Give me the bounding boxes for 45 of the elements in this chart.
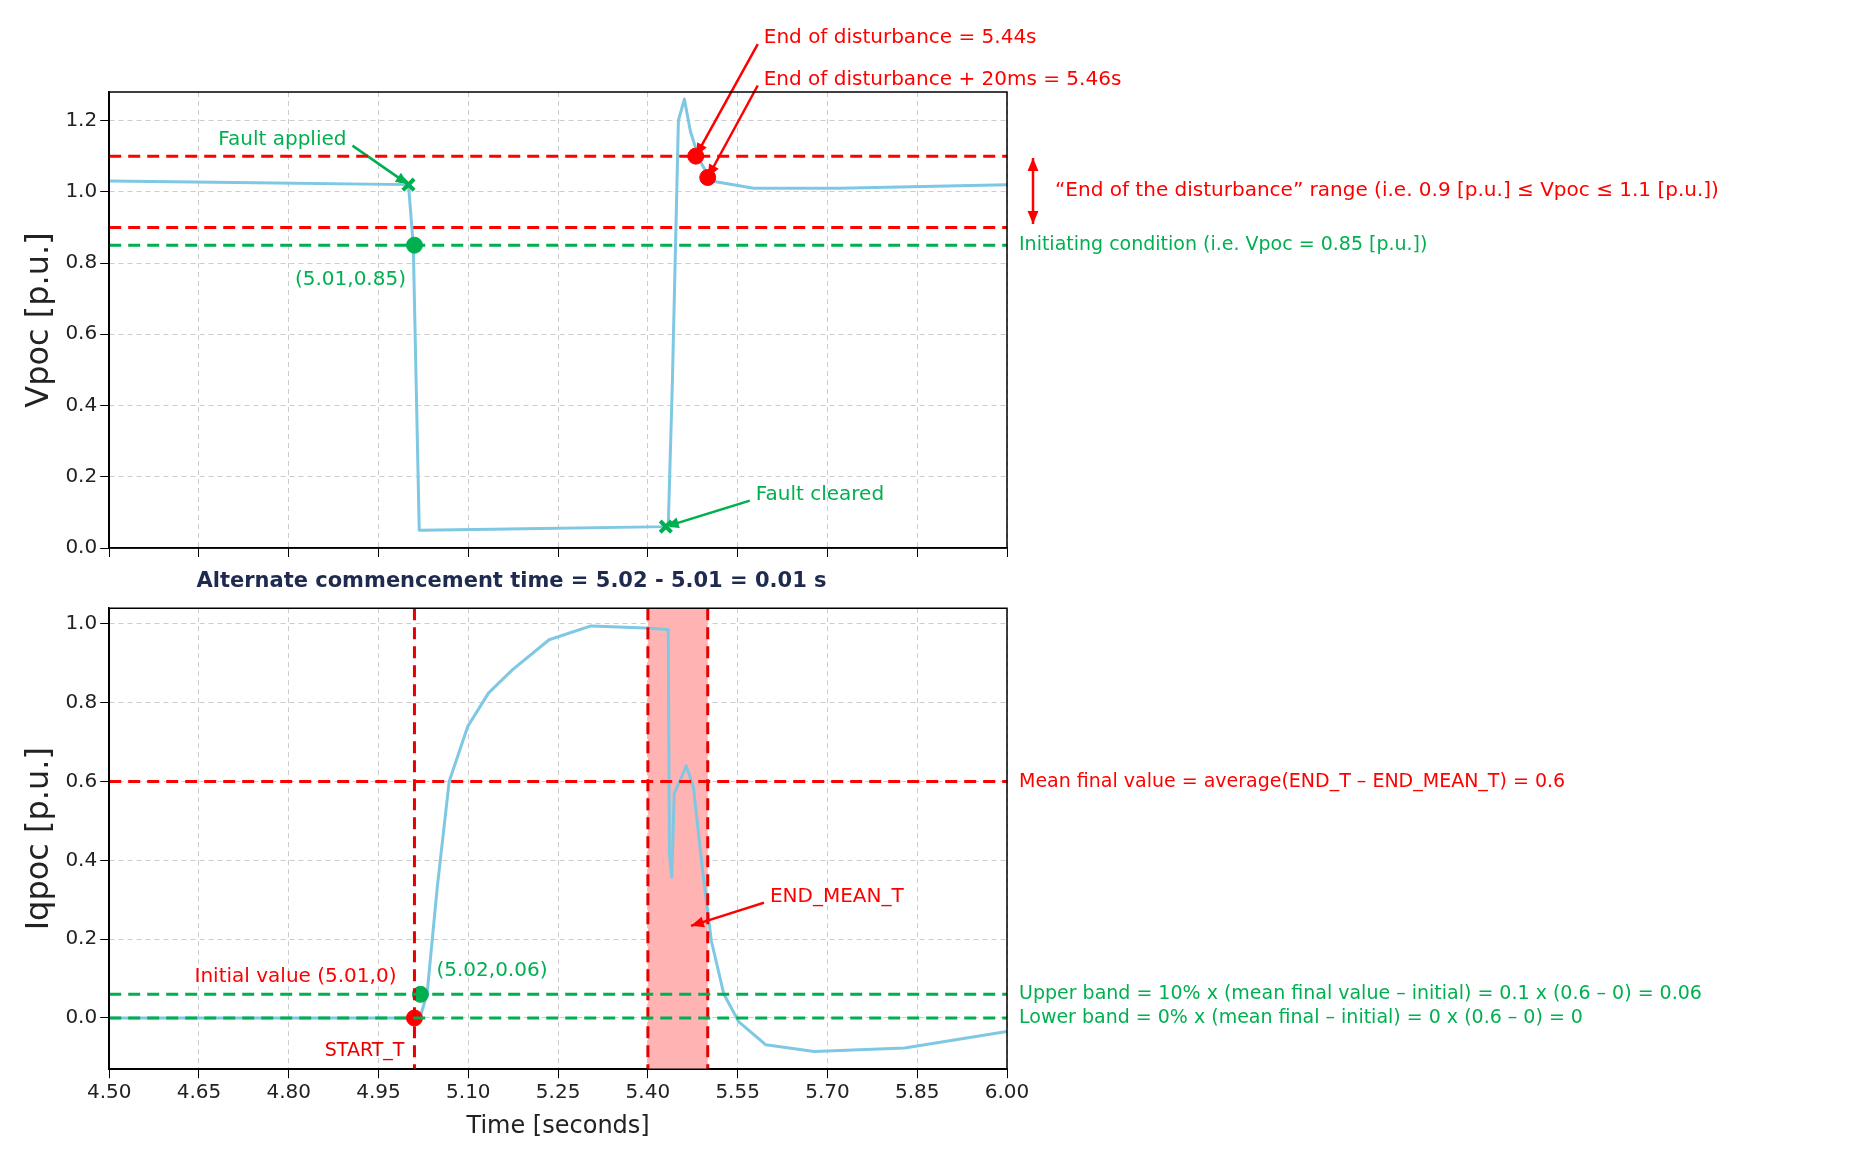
annotation: Fault cleared (755, 480, 885, 505)
y-tick-label: 0.6 (65, 320, 98, 345)
annotation: (5.02,0.06) (436, 956, 548, 981)
y-tick-label: 1.0 (65, 610, 98, 635)
y-tick-label: 0.0 (65, 1004, 98, 1029)
y-axis-title: Vpoc [p.u.] (17, 232, 56, 408)
annotation: Initial value (5.01,0) (194, 963, 397, 988)
chart-title: Alternate commencement time = 5.02 - 5.01 = 0.01 s (196, 568, 827, 593)
y-tick-label: 0.8 (65, 688, 98, 713)
text: “End of the disturbance” range (i.e. 0.9 [p.u.] ≤ Vpoc ≤ 1.1 [p.u.]) (1055, 177, 1719, 202)
y-tick-label: 0.8 (65, 249, 98, 274)
annotation: Fault applied (218, 125, 347, 150)
ref-line-label: START_T (324, 1038, 405, 1062)
ref-line-label: Upper band = 10% x (mean final value – initial) = 0.1 x (0.6 – 0) = 0.06 (1019, 981, 1702, 1004)
y-axis-title: Iqpoc [p.u.] (17, 747, 56, 931)
point (400, 176, 417, 193)
point (699, 169, 717, 186)
y-tick-label: 0.2 (65, 462, 98, 487)
y-tick-label: 1.0 (65, 177, 98, 202)
annotation: End of disturbance + 20ms = 5.46s (763, 65, 1122, 90)
y-tick-label: 0.0 (65, 534, 98, 559)
y-tick-label: 0.2 (65, 925, 98, 950)
y-tick-label: 0.6 (65, 767, 98, 792)
x-tick-label: 5.70 (805, 1079, 850, 1104)
x-tick-label: 4.95 (356, 1079, 401, 1104)
x-tick-label: 5.25 (535, 1079, 581, 1104)
x-tick-label: 4.65 (176, 1079, 222, 1104)
x-tick-label: 6.00 (984, 1079, 1030, 1104)
x-tick-label: 5.55 (715, 1079, 760, 1104)
annotation: END_MEAN_T (769, 882, 905, 907)
x-tick-label: 4.80 (266, 1079, 312, 1104)
ref-line-label: Initiating condition (i.e. Vpoc = 0.85 [p.u.]) (1019, 232, 1428, 255)
x-tick-label: 5.40 (625, 1079, 671, 1104)
annotation: End of disturbance = 5.44s (763, 24, 1037, 49)
y-tick-label: 1.2 (65, 106, 98, 131)
annotation: (5.01,0.85) (294, 266, 406, 291)
ref-line-label: Lower band = 0% x (mean final – initial) = 0 x (0.6 – 0) = 0 (1019, 1004, 1583, 1027)
x-tick-label: 5.85 (894, 1079, 940, 1104)
x-tick-label: 5.10 (446, 1079, 491, 1104)
ref-line-label: Mean final value = average(END_T – END_MEAN_T) = 0.6 (1019, 768, 1566, 792)
x-tick-label: 4.50 (86, 1079, 132, 1104)
y-tick-label: 0.4 (65, 391, 98, 416)
x-axis-title: Time [seconds] (465, 1110, 650, 1139)
y-tick-label: 0.4 (65, 846, 98, 871)
point (658, 518, 674, 535)
